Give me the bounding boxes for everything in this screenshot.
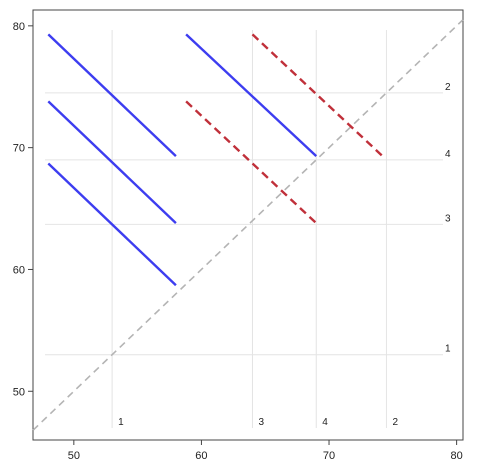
series-layer	[47, 33, 384, 287]
x-tick-label-3: 70	[323, 450, 335, 462]
y-tick-label-1: 50	[13, 386, 25, 398]
series-line-5	[251, 33, 384, 158]
horizontal-grid-label-1: 1	[445, 344, 451, 355]
plot-frame	[32, 9, 464, 441]
x-tick-label-4: 80	[450, 450, 462, 462]
diagonal-line	[32, 19, 464, 431]
horizontal-grid-label-2: 3	[445, 213, 451, 224]
series-line-3	[47, 162, 177, 287]
vertical-grid-label-2: 3	[258, 417, 264, 428]
x-tick-label-1: 50	[68, 450, 80, 462]
horizontal-grid-label-3: 4	[445, 149, 451, 160]
vertical-grid-label-3: 4	[322, 417, 328, 428]
series-line-4	[185, 33, 318, 158]
vertical-grid-label-4: 2	[392, 417, 398, 428]
vertical-grid-label-1: 1	[118, 417, 124, 428]
grid-layer: 1 3 4 2 1 3 4 2	[45, 30, 451, 428]
series-line-1	[47, 33, 177, 158]
series-line-6	[185, 100, 318, 225]
series-line-2	[47, 100, 177, 225]
diagonal-layer	[32, 19, 464, 431]
y-tick-label-2: 60	[13, 264, 25, 276]
horizontal-grid-label-4: 2	[445, 82, 451, 93]
x-tick-label-2: 60	[195, 450, 207, 462]
axis-layer: 50 60 70 80 50 60 70 80	[13, 21, 463, 462]
y-tick-label-4: 80	[13, 21, 25, 33]
y-tick-label-3: 70	[13, 143, 25, 155]
